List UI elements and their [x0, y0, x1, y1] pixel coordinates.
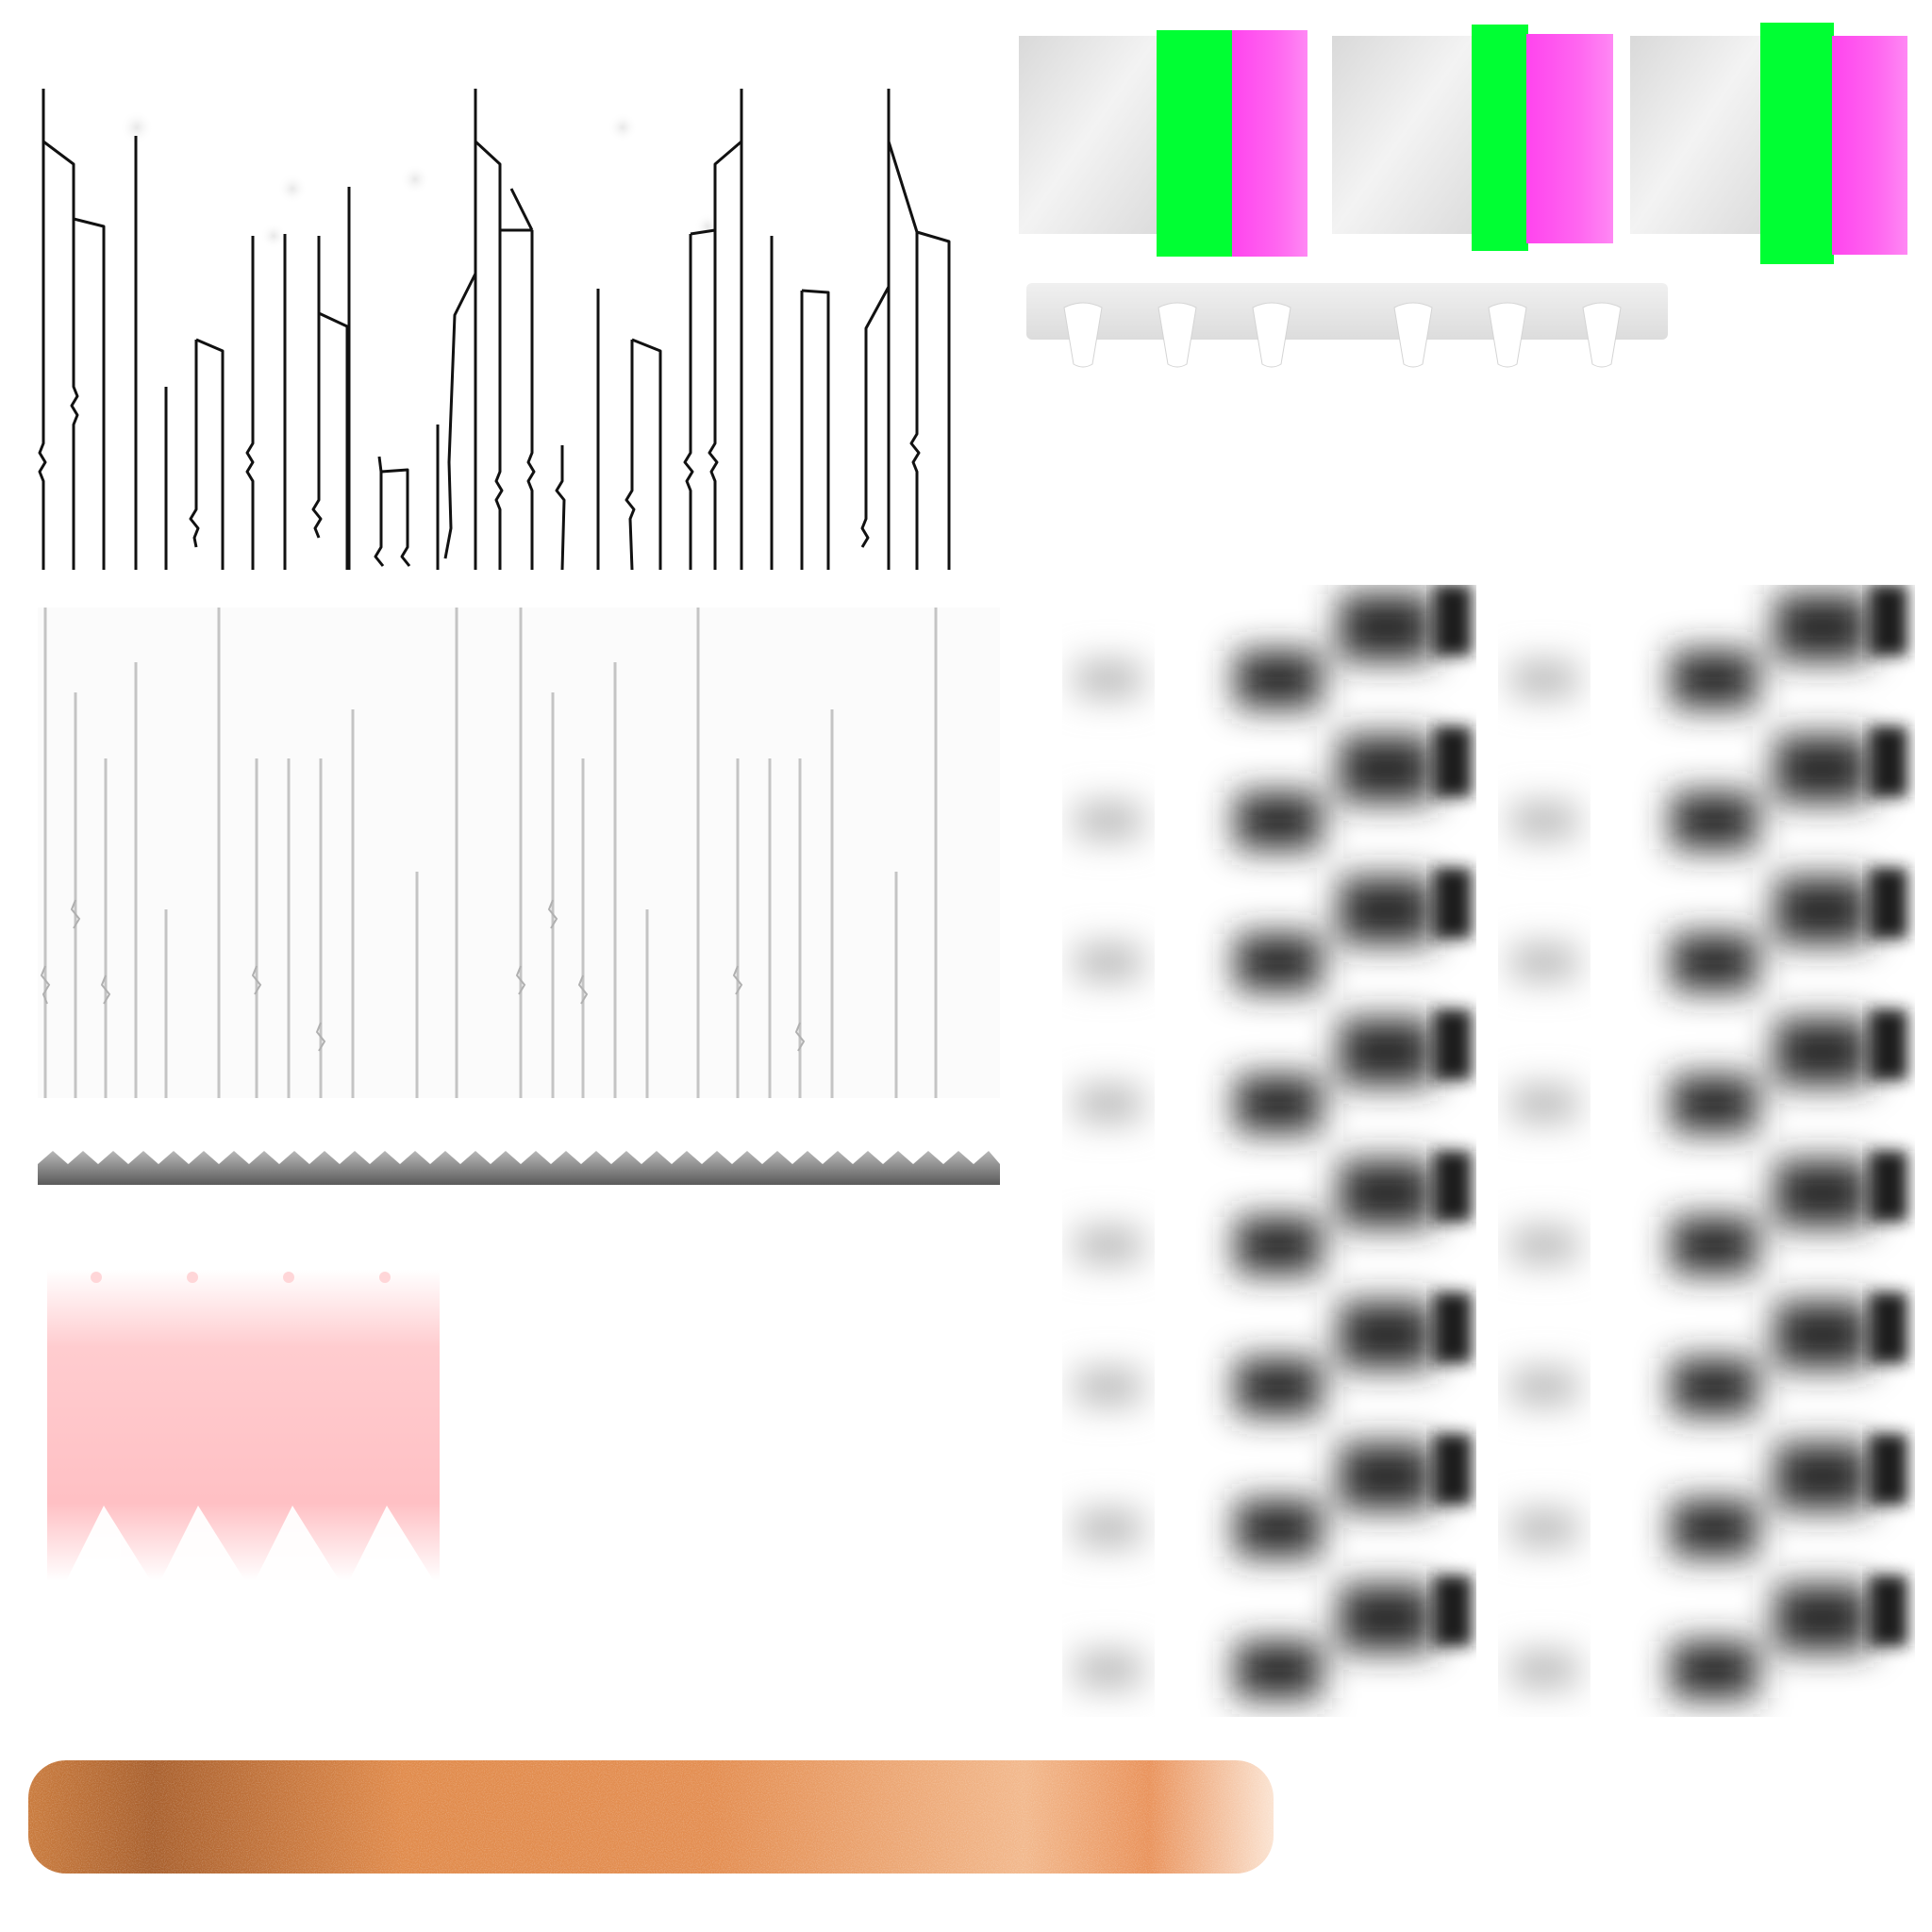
thin-wire-atlas	[38, 608, 1000, 1098]
swatch-set-3	[1630, 23, 1907, 264]
checker-column-left	[1075, 585, 1472, 1698]
grid-divider	[1476, 585, 1484, 1717]
wire-strands-atlas	[38, 89, 951, 571]
checker-column-right	[1511, 585, 1907, 1698]
swatch-set-2	[1332, 25, 1613, 251]
swatch-set-1	[1019, 30, 1307, 257]
wire-strand-group	[38, 89, 951, 571]
zigzag-strip	[38, 1151, 1000, 1185]
swatch-blocks	[1019, 25, 1613, 257]
blurred-checker-grid	[1047, 585, 1924, 1717]
orange-noise-bar	[28, 1760, 1274, 1874]
pink-gradient-block	[47, 1270, 440, 1581]
bump-strip	[1026, 283, 1668, 368]
